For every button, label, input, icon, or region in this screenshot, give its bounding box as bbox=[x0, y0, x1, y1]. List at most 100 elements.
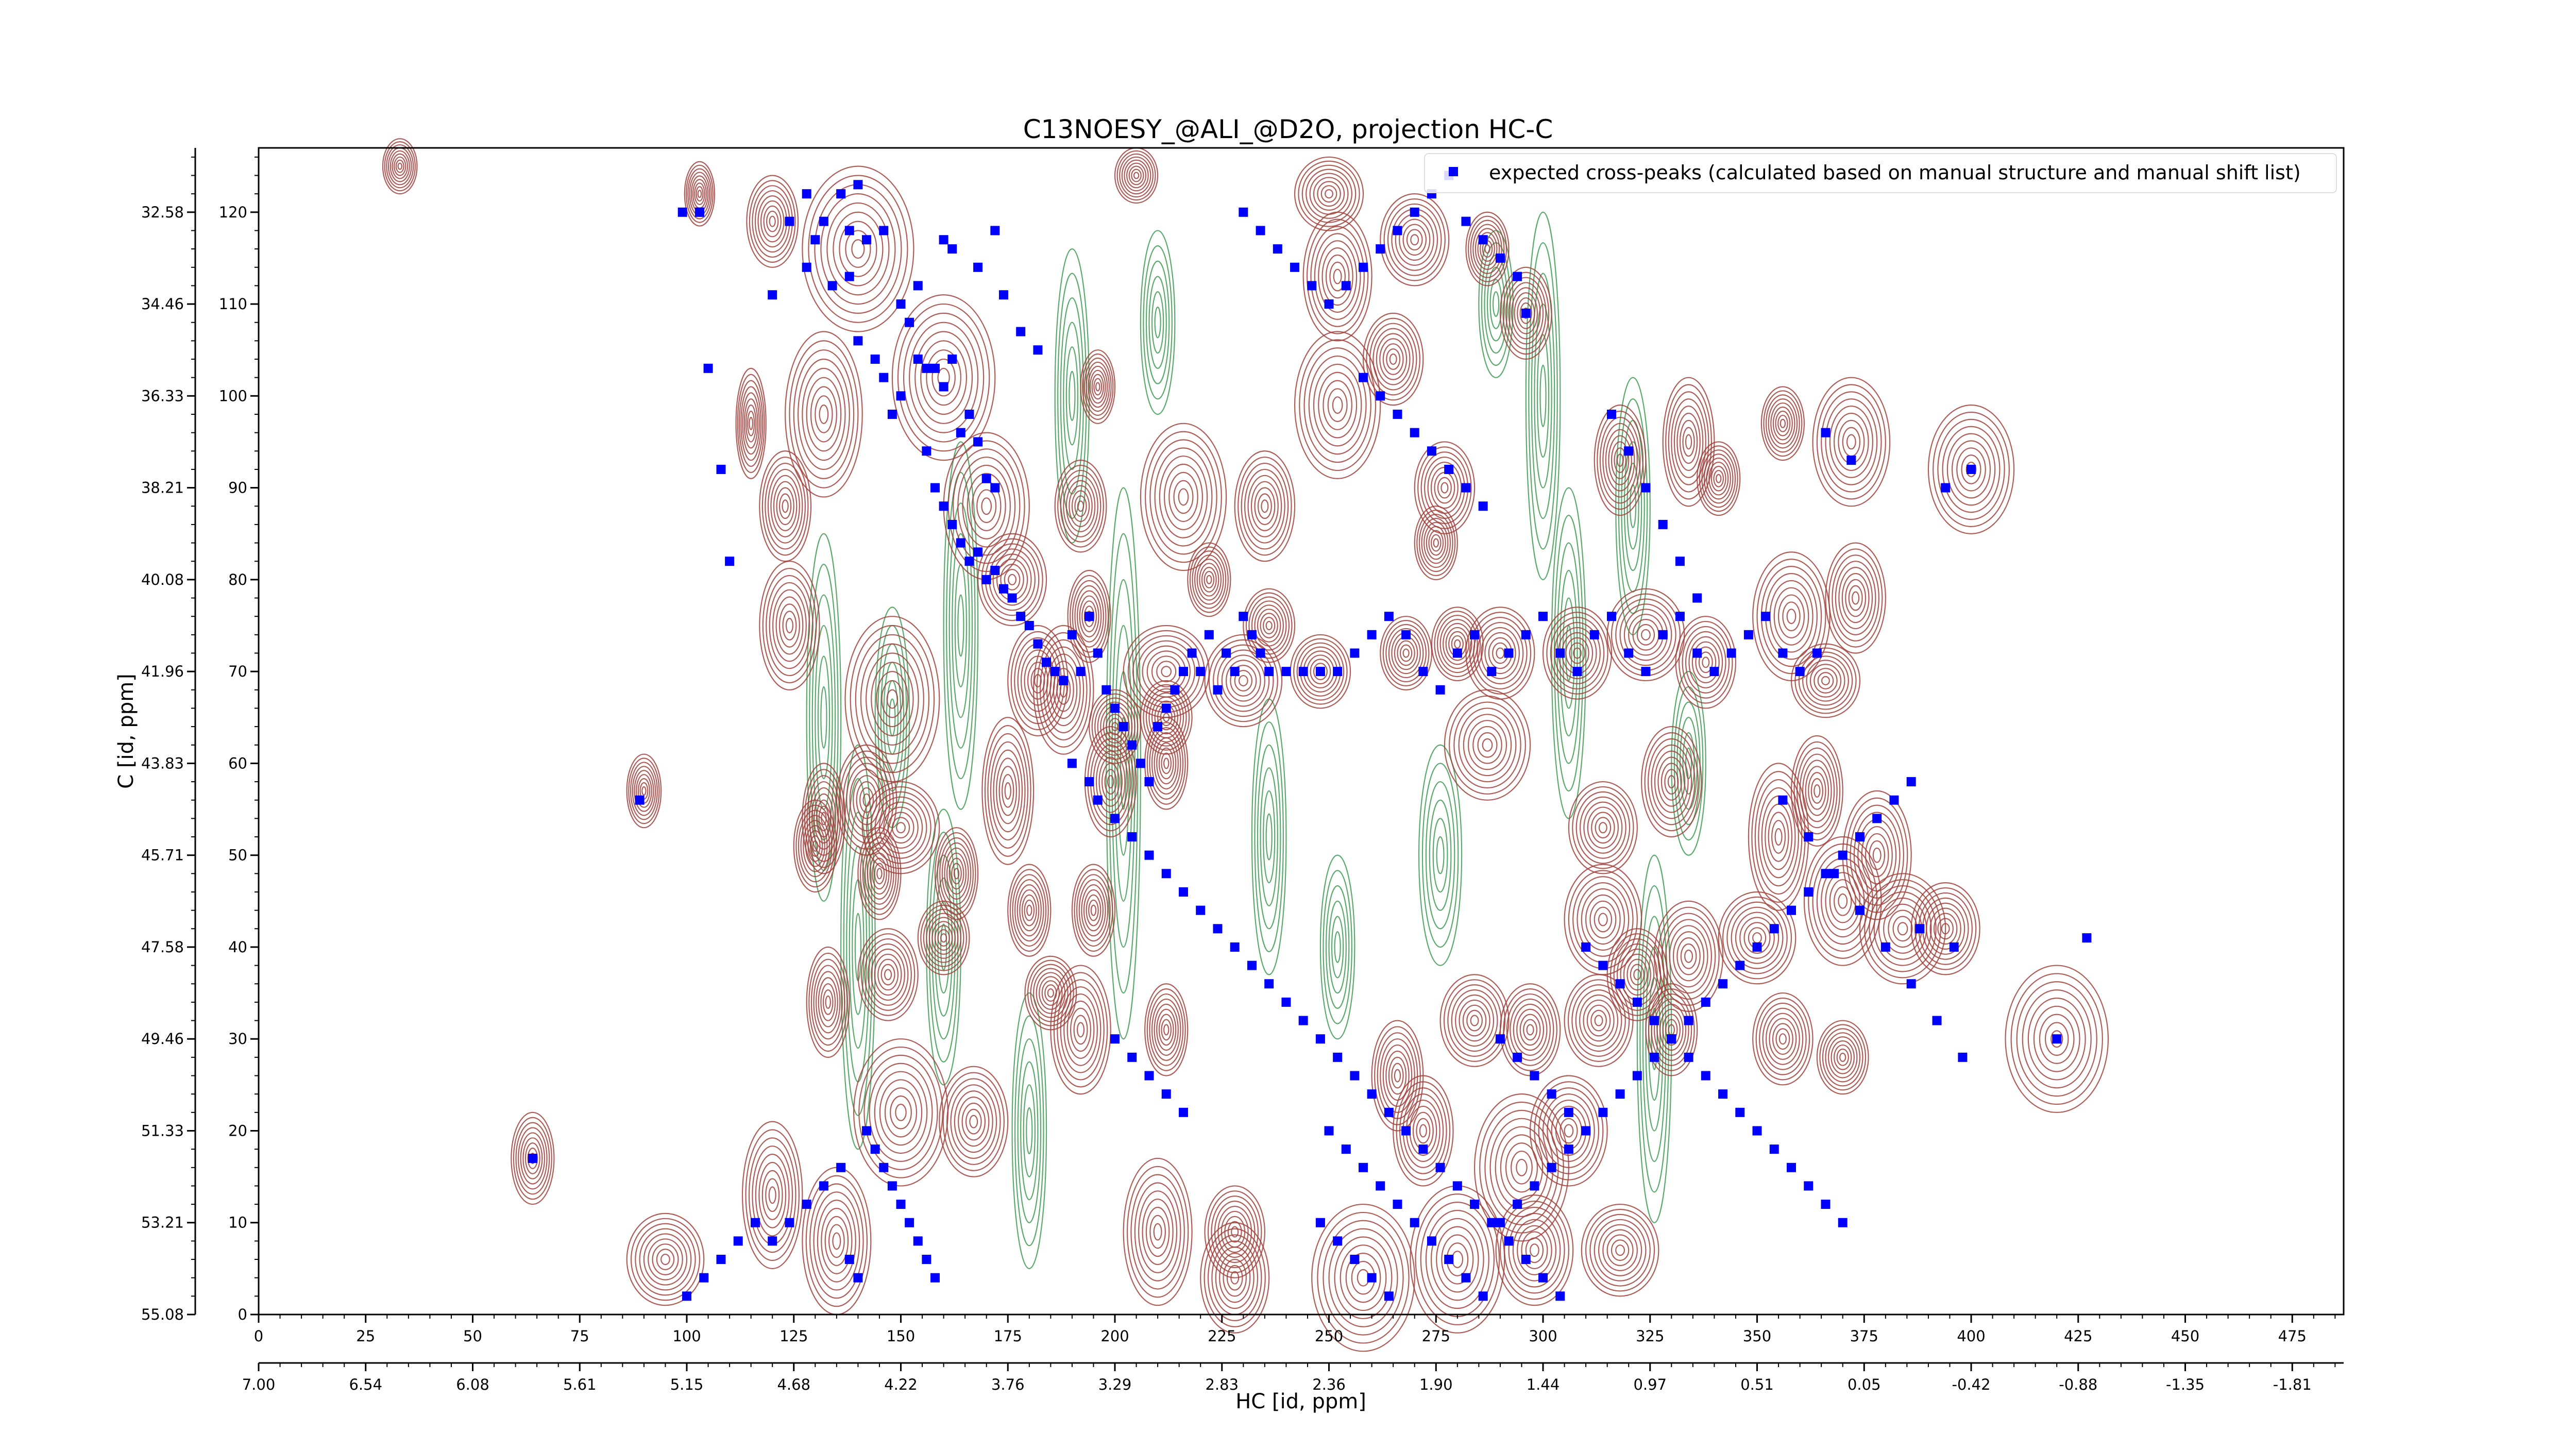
expected-peak-marker bbox=[1701, 1071, 1710, 1081]
negative-contour-cluster-ring bbox=[1154, 306, 1161, 339]
expected-peak-marker bbox=[1495, 253, 1505, 263]
y-ppm-tick-label: 53.21 bbox=[141, 1214, 184, 1232]
positive-contour-cluster-ring bbox=[948, 857, 964, 890]
positive-contour-cluster-ring bbox=[1775, 1028, 1790, 1050]
expected-peak-marker bbox=[1358, 373, 1368, 382]
positive-contour-cluster-ring bbox=[1071, 864, 1116, 957]
expected-peak-marker bbox=[844, 1255, 854, 1265]
expected-peak-marker bbox=[1487, 1218, 1497, 1227]
positive-contour-cluster-ring bbox=[1385, 1050, 1410, 1101]
positive-contour-cluster-ring bbox=[1529, 1243, 1539, 1257]
expected-peak-marker bbox=[1333, 1052, 1343, 1062]
positive-contour-cluster bbox=[511, 1111, 555, 1205]
positive-contour-cluster-ring bbox=[832, 1232, 841, 1250]
positive-contour-cluster-ring bbox=[768, 1186, 776, 1204]
x-index-tick-label: 450 bbox=[2171, 1327, 2199, 1345]
positive-contour-cluster-ring bbox=[1517, 1225, 1552, 1275]
expected-peak-marker bbox=[1101, 685, 1111, 695]
positive-contour-cluster-ring bbox=[1594, 1219, 1647, 1282]
positive-contour-cluster-ring bbox=[1314, 233, 1361, 320]
positive-contour-cluster-ring bbox=[1644, 732, 1699, 832]
positive-contour-cluster-ring bbox=[1334, 1236, 1393, 1320]
positive-contour-cluster-ring bbox=[628, 757, 660, 824]
positive-contour-cluster bbox=[759, 561, 820, 690]
positive-contour-cluster-ring bbox=[1081, 600, 1097, 632]
positive-contour-cluster-ring bbox=[851, 239, 865, 259]
positive-contour-cluster-ring bbox=[881, 680, 904, 718]
positive-contour-cluster-ring bbox=[1660, 763, 1682, 801]
positive-contour-cluster-ring bbox=[928, 917, 959, 959]
expected-peak-marker bbox=[1247, 630, 1257, 639]
positive-contour-cluster-ring bbox=[1149, 993, 1184, 1066]
positive-contour-cluster-ring bbox=[1244, 468, 1285, 544]
positive-contour-cluster-ring bbox=[1294, 156, 1364, 231]
positive-contour-cluster-ring bbox=[891, 294, 996, 461]
positive-contour-cluster-ring bbox=[1659, 1008, 1684, 1051]
positive-contour-cluster-ring bbox=[1204, 1228, 1266, 1327]
positive-contour-cluster-ring bbox=[1057, 979, 1105, 1081]
positive-contour-cluster-ring bbox=[1206, 575, 1212, 584]
positive-contour-cluster-ring bbox=[1665, 384, 1712, 500]
positive-contour-cluster-ring bbox=[518, 1127, 548, 1190]
positive-contour-cluster-ring bbox=[397, 162, 403, 170]
expected-peak-marker bbox=[1059, 676, 1069, 685]
positive-contour-cluster bbox=[1033, 625, 1094, 755]
positive-contour-cluster-ring bbox=[1472, 224, 1502, 274]
expected-peak-marker bbox=[1067, 759, 1077, 768]
expected-peak-marker bbox=[896, 391, 906, 401]
x-index-tick-label: 175 bbox=[994, 1327, 1022, 1345]
negative-contour-cluster-ring bbox=[1148, 276, 1167, 369]
positive-contour-cluster-ring bbox=[877, 958, 899, 991]
positive-contour-cluster-ring bbox=[1317, 1211, 1410, 1344]
positive-contour-cluster-ring bbox=[1091, 374, 1104, 400]
positive-contour-cluster-ring bbox=[1482, 738, 1493, 752]
positive-contour-cluster bbox=[1748, 763, 1809, 911]
positive-contour-cluster-ring bbox=[934, 827, 979, 920]
positive-contour-cluster-ring bbox=[1230, 1271, 1240, 1285]
positive-contour-cluster-ring bbox=[1257, 493, 1272, 519]
positive-contour-cluster-ring bbox=[696, 186, 704, 202]
negative-contour-cluster-ring bbox=[1418, 744, 1463, 966]
expected-peak-marker bbox=[1401, 1126, 1411, 1136]
positive-contour-cluster-ring bbox=[822, 989, 834, 1015]
expected-peak-marker bbox=[1692, 593, 1702, 603]
positive-contour-cluster-ring bbox=[1846, 434, 1856, 450]
positive-contour-cluster-ring bbox=[941, 842, 972, 905]
expected-peak-marker bbox=[862, 1126, 872, 1136]
expected-peak-marker bbox=[1521, 630, 1531, 639]
expected-peak-marker bbox=[1958, 1052, 1968, 1062]
positive-contour-cluster-ring bbox=[818, 805, 829, 832]
expected-peak-marker bbox=[1470, 630, 1480, 639]
positive-contour-cluster-ring bbox=[1739, 917, 1775, 959]
negative-contour-cluster-ring bbox=[931, 854, 956, 1040]
expected-peak-marker bbox=[844, 272, 854, 281]
expected-peak-marker bbox=[1127, 832, 1137, 842]
positive-contour-cluster bbox=[1200, 1222, 1270, 1334]
positive-contour-cluster-ring bbox=[392, 153, 409, 179]
positive-contour-cluster-ring bbox=[998, 766, 1017, 816]
positive-contour-cluster bbox=[844, 616, 940, 783]
positive-contour-cluster-ring bbox=[1320, 185, 1337, 203]
positive-contour-cluster-ring bbox=[1049, 661, 1078, 719]
positive-contour-cluster-ring bbox=[1529, 1075, 1608, 1187]
positive-contour-cluster-ring bbox=[1009, 869, 1049, 952]
positive-contour-cluster-ring bbox=[1511, 1150, 1533, 1185]
expected-peak-marker bbox=[1735, 1107, 1745, 1117]
positive-contour-cluster-ring bbox=[1303, 347, 1371, 463]
expected-peak-marker bbox=[922, 446, 931, 456]
x-index-tick-label: 350 bbox=[1743, 1327, 1771, 1345]
positive-contour-cluster-ring bbox=[1296, 642, 1345, 701]
expected-peak-marker bbox=[1161, 869, 1171, 879]
y-index-tick-label: 50 bbox=[228, 847, 247, 864]
positive-contour-cluster-ring bbox=[1731, 906, 1784, 969]
positive-contour-cluster-ring bbox=[1459, 999, 1490, 1042]
positive-contour-cluster-ring bbox=[1086, 361, 1110, 412]
positive-contour-cluster-ring bbox=[1685, 631, 1726, 694]
positive-contour-cluster-ring bbox=[1016, 884, 1042, 937]
positive-contour-cluster-ring bbox=[1583, 999, 1615, 1042]
positive-contour-cluster-ring bbox=[749, 180, 796, 263]
expected-peak-marker bbox=[1555, 1291, 1565, 1301]
positive-contour-cluster-ring bbox=[958, 1096, 990, 1147]
positive-contour-cluster-ring bbox=[1484, 244, 1490, 254]
positive-contour-cluster-ring bbox=[1577, 882, 1630, 957]
